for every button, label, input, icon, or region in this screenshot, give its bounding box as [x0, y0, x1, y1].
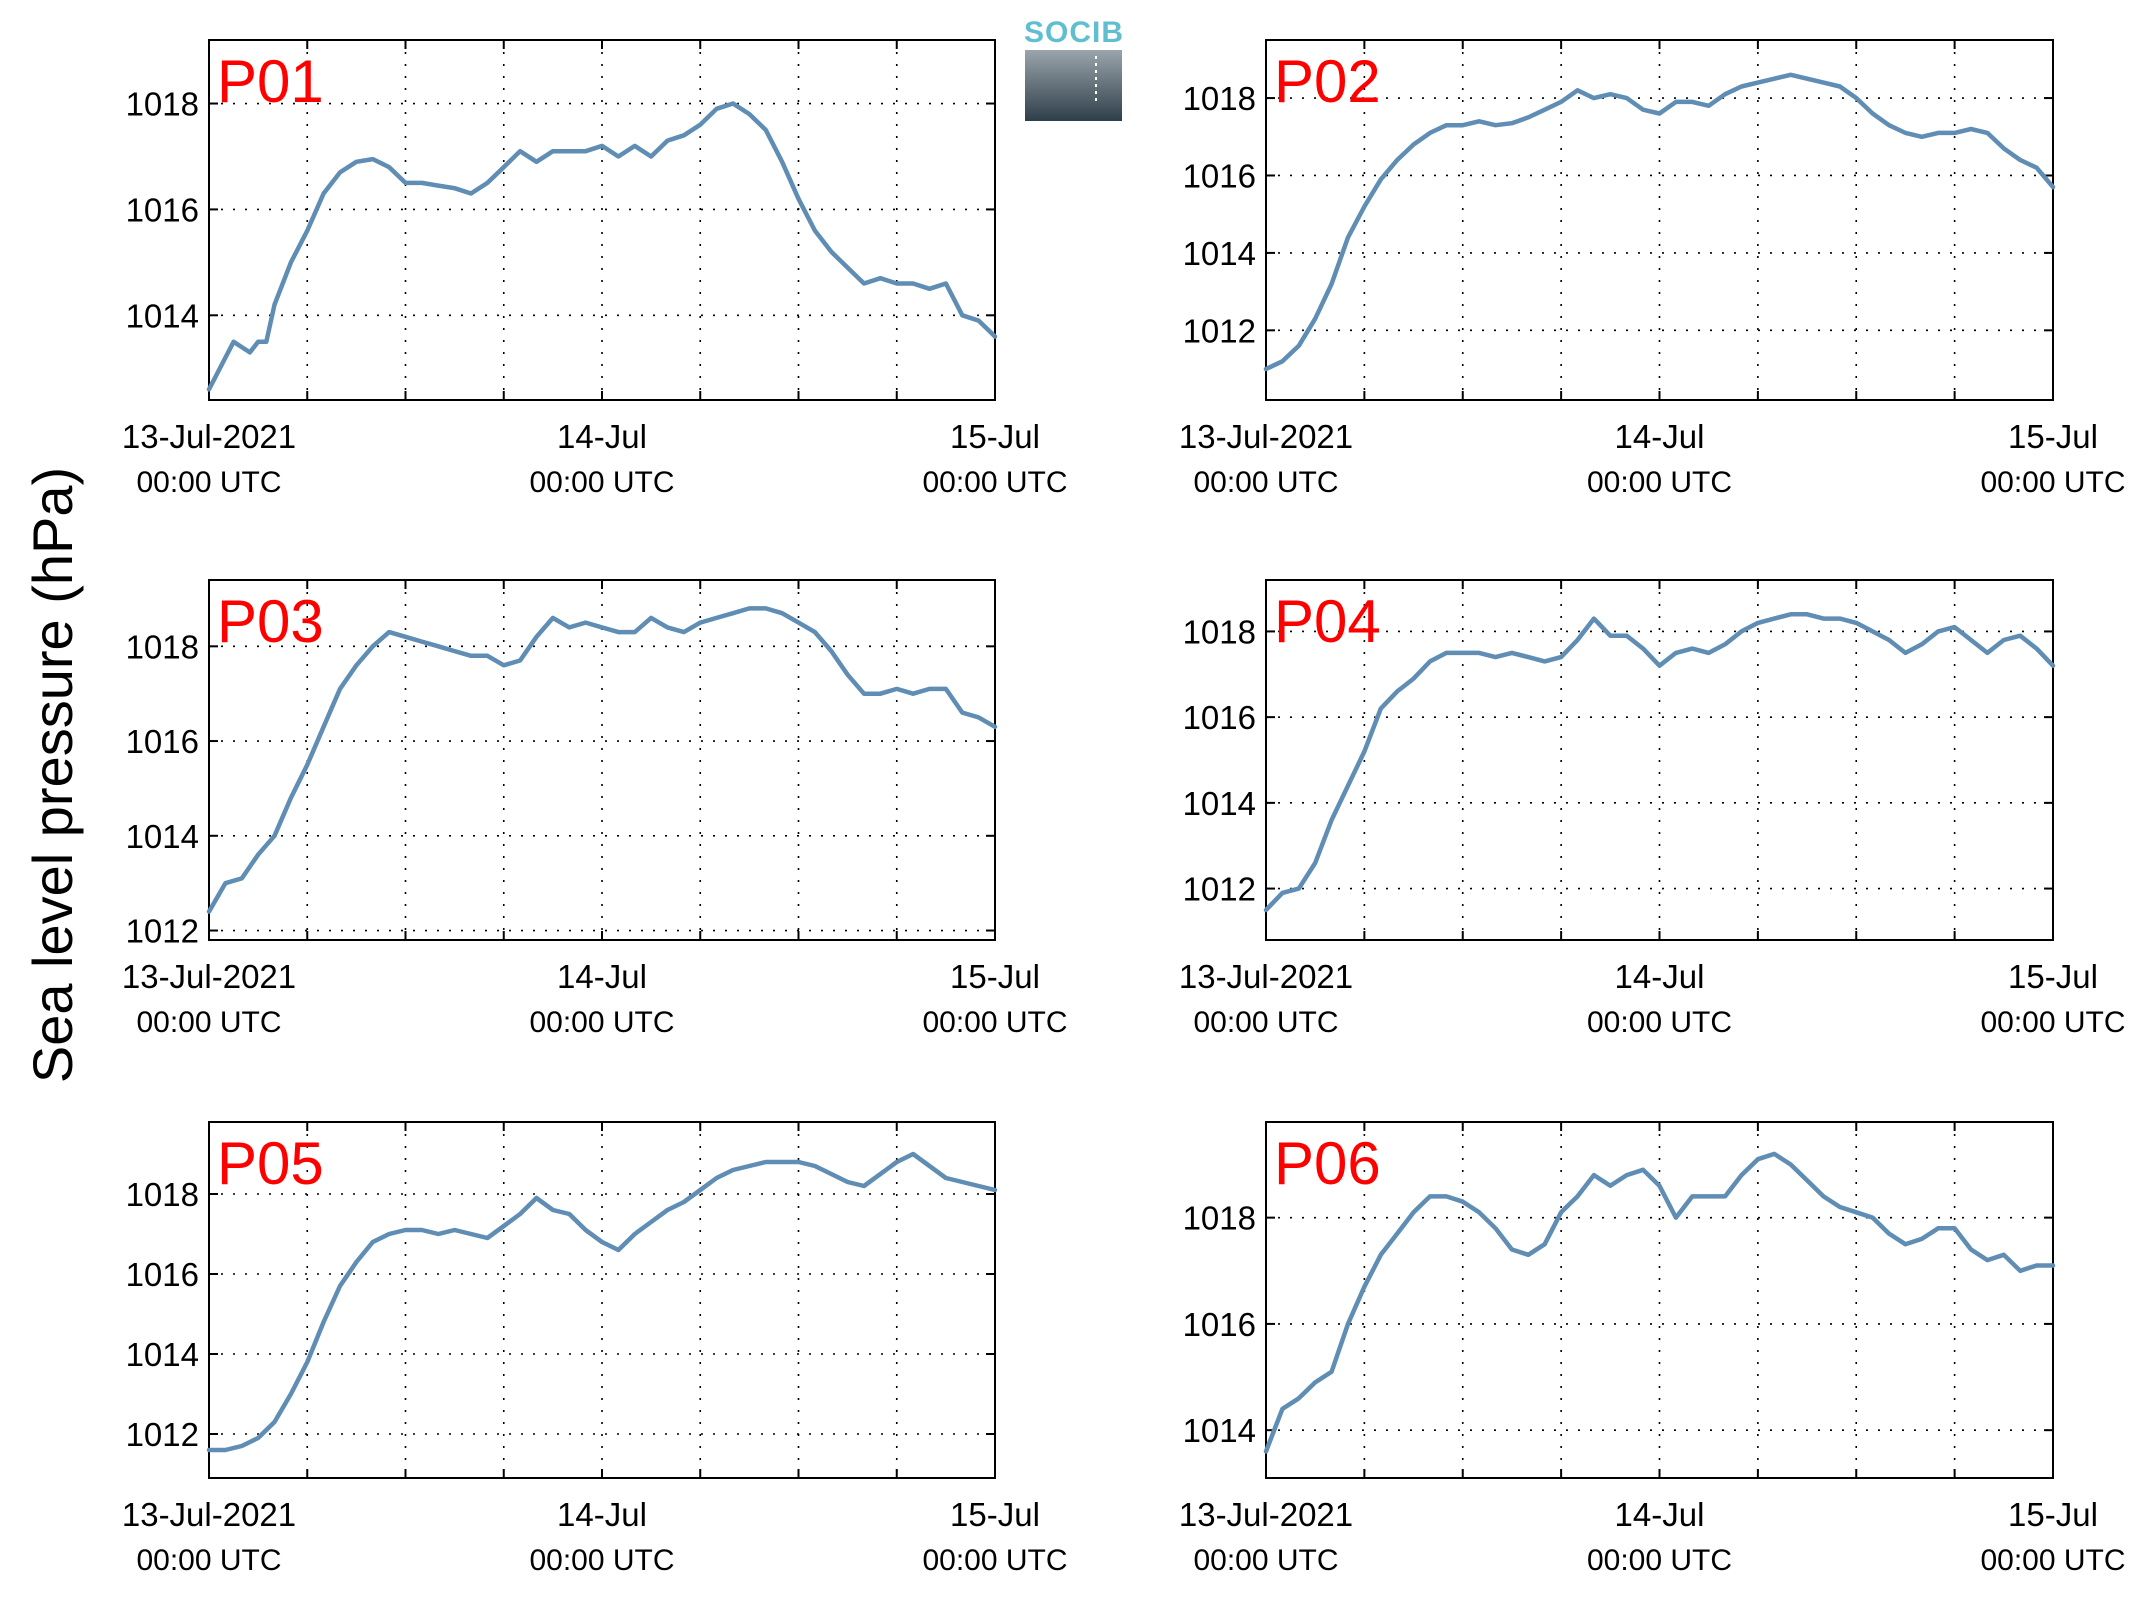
x-tick-sublabel: 00:00 UTC	[136, 466, 281, 499]
plot-frame	[208, 39, 996, 401]
panel-p04: 1012 1014 1016 1018 13-Jul-2021 00:00 UTC 14-J…	[1179, 579, 2126, 1039]
x-tick-label: 13-Jul-2021	[122, 418, 296, 455]
x-tick-sublabel: 00:00 UTC	[1980, 1006, 2125, 1039]
panel-title: P06	[1274, 1130, 1381, 1197]
x-tick-sublabel: 00:00 UTC	[1587, 466, 1732, 499]
x-tick-sublabel: 00:00 UTC	[529, 466, 674, 499]
x-tick-sublabel: 00:00 UTC	[1193, 1544, 1338, 1577]
plot-frame	[1265, 39, 2054, 401]
x-tick-label: 14-Jul	[1615, 958, 1705, 995]
y-tick-label: 1014	[1183, 785, 1256, 822]
x-tick-label: 13-Jul-2021	[122, 1496, 296, 1533]
x-tick-label: 14-Jul	[1615, 418, 1705, 455]
x-tick-sublabel: 00:00 UTC	[1587, 1544, 1732, 1577]
x-tick-label: 13-Jul-2021	[1179, 418, 1353, 455]
y-tick-label: 1012	[1183, 312, 1256, 349]
plot-frame	[208, 579, 996, 941]
series-line	[1263, 72, 2056, 372]
panel-p03: 1012 1014 1016 1018 13-Jul-2021 00:00 UTC 14-J…	[122, 579, 1068, 1039]
x-tick-label: 13-Jul-2021	[122, 958, 296, 995]
logo-wave-block	[1025, 50, 1122, 121]
y-tick-label: 1018	[126, 628, 199, 665]
x-tick-label: 15-Jul	[950, 958, 1040, 995]
plot-frame	[1265, 579, 2054, 941]
x-tick-sublabel: 00:00 UTC	[922, 466, 1067, 499]
y-tick-label: 1018	[126, 1176, 199, 1213]
y-tick-label: 1012	[1183, 871, 1256, 908]
panel-p02: 1012 1014 1016 1018 13-Jul-2021 00:00 UTC 14-J…	[1179, 39, 2126, 499]
series-line	[206, 606, 998, 914]
y-tick-label: 1016	[1183, 1306, 1256, 1343]
x-tick-sublabel: 00:00 UTC	[1587, 1006, 1732, 1039]
x-tick-label: 15-Jul	[2008, 1496, 2098, 1533]
y-tick-label: 1016	[126, 1256, 199, 1293]
logo-text: SOCIB	[1024, 16, 1124, 49]
y-tick-label: 1016	[126, 723, 199, 760]
panel-title: P02	[1274, 48, 1381, 115]
x-tick-label: 14-Jul	[557, 418, 647, 455]
panel-p06: 1014 1016 1018 13-Jul-2021 00:00 UTC 14-Jul 00…	[1179, 1121, 2126, 1577]
y-tick-label: 1018	[1183, 1200, 1256, 1237]
panel-p01: 1014 1016 1018 13-Jul-2021 00:00 UTC 14-Jul 00…	[122, 39, 1068, 499]
x-tick-sublabel: 00:00 UTC	[1193, 1006, 1338, 1039]
y-tick-label: 1014	[126, 297, 199, 334]
x-tick-label: 15-Jul	[950, 418, 1040, 455]
x-tick-sublabel: 00:00 UTC	[922, 1006, 1067, 1039]
series-line	[1263, 1151, 2056, 1454]
plot-frame	[208, 1121, 996, 1479]
x-tick-label: 14-Jul	[1615, 1496, 1705, 1533]
x-tick-sublabel: 00:00 UTC	[529, 1006, 674, 1039]
x-tick-sublabel: 00:00 UTC	[136, 1544, 281, 1577]
y-tick-label: 1012	[126, 913, 199, 950]
plot-frame	[1265, 1121, 2054, 1479]
panel-p05: 1012 1014 1016 1018 13-Jul-2021 00:00 UTC 14-J…	[122, 1121, 1068, 1577]
panel-title: P05	[217, 1130, 324, 1197]
y-tick-label: 1014	[1183, 1412, 1256, 1449]
x-tick-label: 15-Jul	[2008, 958, 2098, 995]
y-tick-label: 1016	[1183, 699, 1256, 736]
y-tick-label: 1014	[126, 818, 199, 855]
x-tick-sublabel: 00:00 UTC	[1980, 466, 2125, 499]
panel-title: P04	[1274, 588, 1381, 655]
x-tick-sublabel: 00:00 UTC	[922, 1544, 1067, 1577]
x-tick-sublabel: 00:00 UTC	[1980, 1544, 2125, 1577]
x-tick-label: 15-Jul	[2008, 418, 2098, 455]
x-tick-sublabel: 00:00 UTC	[529, 1544, 674, 1577]
panel-title: P03	[217, 588, 324, 655]
x-tick-label: 14-Jul	[557, 1496, 647, 1533]
y-tick-label: 1016	[1183, 157, 1256, 194]
y-tick-label: 1014	[1183, 235, 1256, 272]
panel-title: P01	[217, 48, 324, 115]
x-tick-label: 14-Jul	[557, 958, 647, 995]
y-tick-label: 1018	[1183, 613, 1256, 650]
series-line	[206, 101, 998, 392]
x-tick-label: 13-Jul-2021	[1179, 1496, 1353, 1533]
series-line	[1263, 612, 2056, 913]
x-tick-label: 13-Jul-2021	[1179, 958, 1353, 995]
y-tick-label: 1014	[126, 1336, 199, 1373]
x-tick-sublabel: 00:00 UTC	[136, 1006, 281, 1039]
y-tick-label: 1016	[126, 191, 199, 228]
x-tick-sublabel: 00:00 UTC	[1193, 466, 1338, 499]
y-axis-label: Sea level pressure (hPa)	[21, 467, 84, 1083]
x-tick-label: 15-Jul	[950, 1496, 1040, 1533]
y-tick-label: 1018	[126, 86, 199, 123]
series-line	[206, 1151, 998, 1453]
socib-logo: SOCIB	[1024, 16, 1124, 121]
y-tick-label: 1018	[1183, 80, 1256, 117]
y-tick-label: 1012	[126, 1416, 199, 1453]
